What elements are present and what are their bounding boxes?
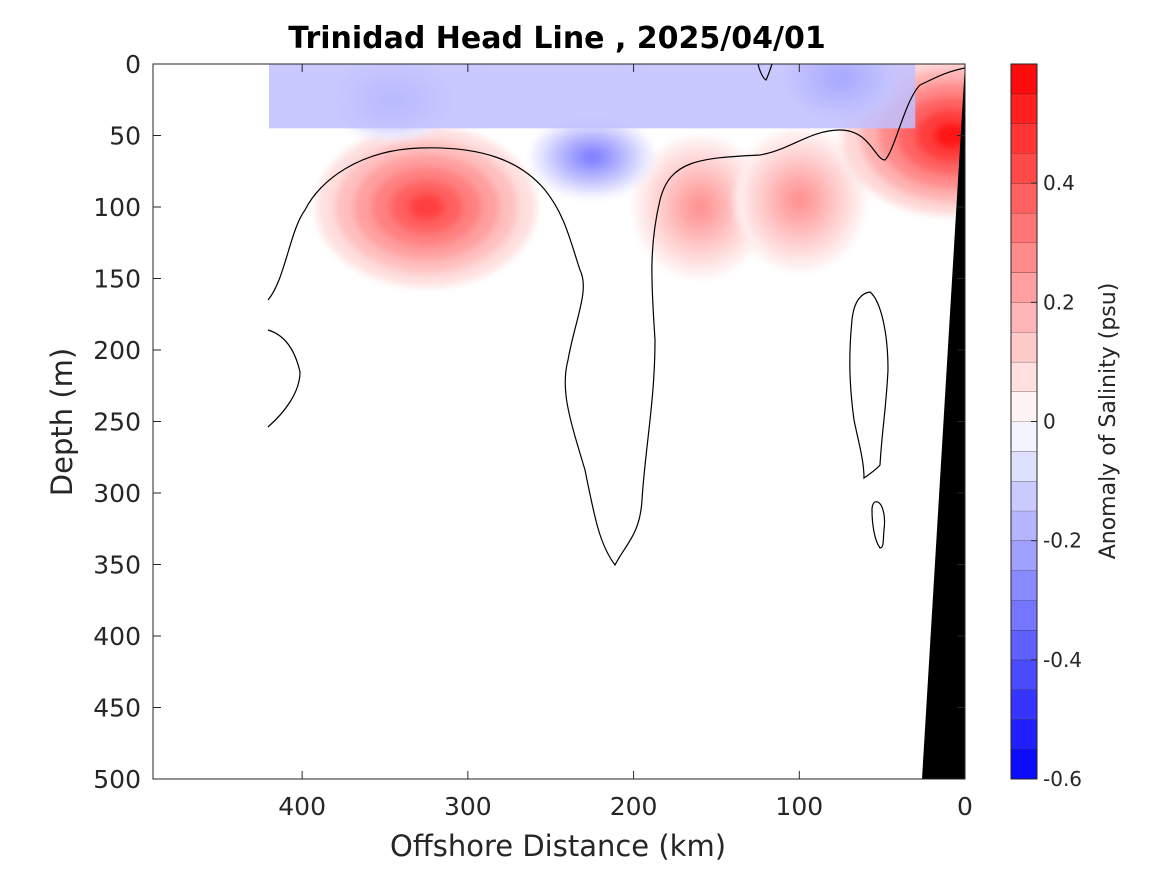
colorbar-swatch (1011, 689, 1037, 720)
y-tick-label: 500 (93, 765, 141, 794)
zero-contour-small-loop (871, 501, 886, 549)
colorbar-swatch (1011, 391, 1037, 422)
y-tick-label: 250 (93, 408, 141, 437)
zero-contour-left-edge (267, 329, 301, 428)
x-tick-label: 300 (444, 792, 492, 821)
x-tick-label: 0 (957, 792, 973, 821)
colorbar-swatch (1011, 421, 1037, 452)
colorbar-tick-label: -0.6 (1043, 767, 1082, 791)
colorbar-swatch (1011, 332, 1037, 362)
y-tick-label: 450 (93, 694, 141, 723)
colorbar-swatch (1011, 570, 1037, 601)
colorbar-swatch (1011, 242, 1037, 273)
zero-contour-surface-notch (757, 64, 773, 81)
colorbar-tick-label: 0.2 (1043, 290, 1075, 314)
x-axis-ticks: 400 300 200 100 0 (278, 64, 973, 821)
colorbar: 0.4 0.2 0 -0.2 -0.4 -0.6 (1010, 63, 1082, 791)
y-tick-label: 200 (93, 336, 141, 365)
surface-negative-layer (269, 64, 916, 129)
salinity-anomaly-field (153, 64, 965, 779)
y-axis-ticks: 0 50 100 150 200 250 300 350 400 450 500 (93, 50, 965, 794)
chart-title: Trinidad Head Line , 2025/04/01 (288, 21, 825, 56)
colorbar-swatch (1011, 749, 1037, 779)
colorbar-swatch (1011, 481, 1037, 511)
colorbar-swatch (1011, 630, 1037, 660)
colorbar-swatch (1011, 64, 1037, 94)
anomaly-band-1-5 (689, 195, 711, 219)
colorbar-swatch (1011, 272, 1037, 303)
colorbar-swatch (1011, 212, 1037, 243)
y-tick-label: 50 (109, 122, 141, 151)
x-axis-title: Offshore Distance (km) (390, 829, 726, 863)
colorbar-tick-label: 0.4 (1043, 171, 1075, 195)
colorbar-swatch (1011, 361, 1037, 392)
y-tick-label: 0 (125, 50, 141, 79)
colorbar-tick-label: 0 (1043, 410, 1056, 434)
y-tick-label: 100 (93, 193, 141, 222)
no-data-region (153, 64, 269, 779)
colorbar-swatch (1011, 719, 1037, 750)
zero-contour-nearshore-loop (849, 291, 889, 480)
colorbar-swatch (1011, 451, 1037, 482)
colorbar-swatch (1011, 123, 1037, 154)
colorbar-swatch (1011, 540, 1037, 571)
colorbar-swatch (1011, 93, 1037, 124)
colorbar-swatch (1011, 510, 1037, 541)
land-mask (922, 64, 965, 779)
colorbar-tick-label: -0.4 (1043, 648, 1082, 672)
y-tick-label: 300 (93, 479, 141, 508)
x-tick-label: 400 (278, 792, 326, 821)
colorbar-swatch (1011, 659, 1037, 690)
x-tick-label: 100 (775, 792, 823, 821)
anomaly-band-5-5 (582, 150, 603, 164)
colorbar-swatch (1011, 302, 1037, 333)
anomaly-band-0-5 (408, 193, 445, 221)
anomaly-band-3-5 (933, 122, 965, 149)
y-tick-label: 400 (93, 622, 141, 651)
y-tick-label: 350 (93, 551, 141, 580)
y-axis-title: Depth (m) (45, 348, 79, 496)
colorbar-swatch (1011, 600, 1037, 631)
zero-contour-offshore-core (267, 67, 965, 567)
x-tick-label: 200 (610, 792, 658, 821)
colorbar-tick-label: -0.2 (1043, 529, 1082, 553)
y-tick-label: 150 (93, 265, 141, 294)
colorbar-swatch (1011, 183, 1037, 213)
anomaly-band-2-5 (788, 188, 811, 212)
colorbar-swatch (1011, 153, 1037, 184)
zero-contours (267, 64, 965, 567)
colorbar-title: Anomaly of Salinity (psu) (1096, 283, 1121, 560)
